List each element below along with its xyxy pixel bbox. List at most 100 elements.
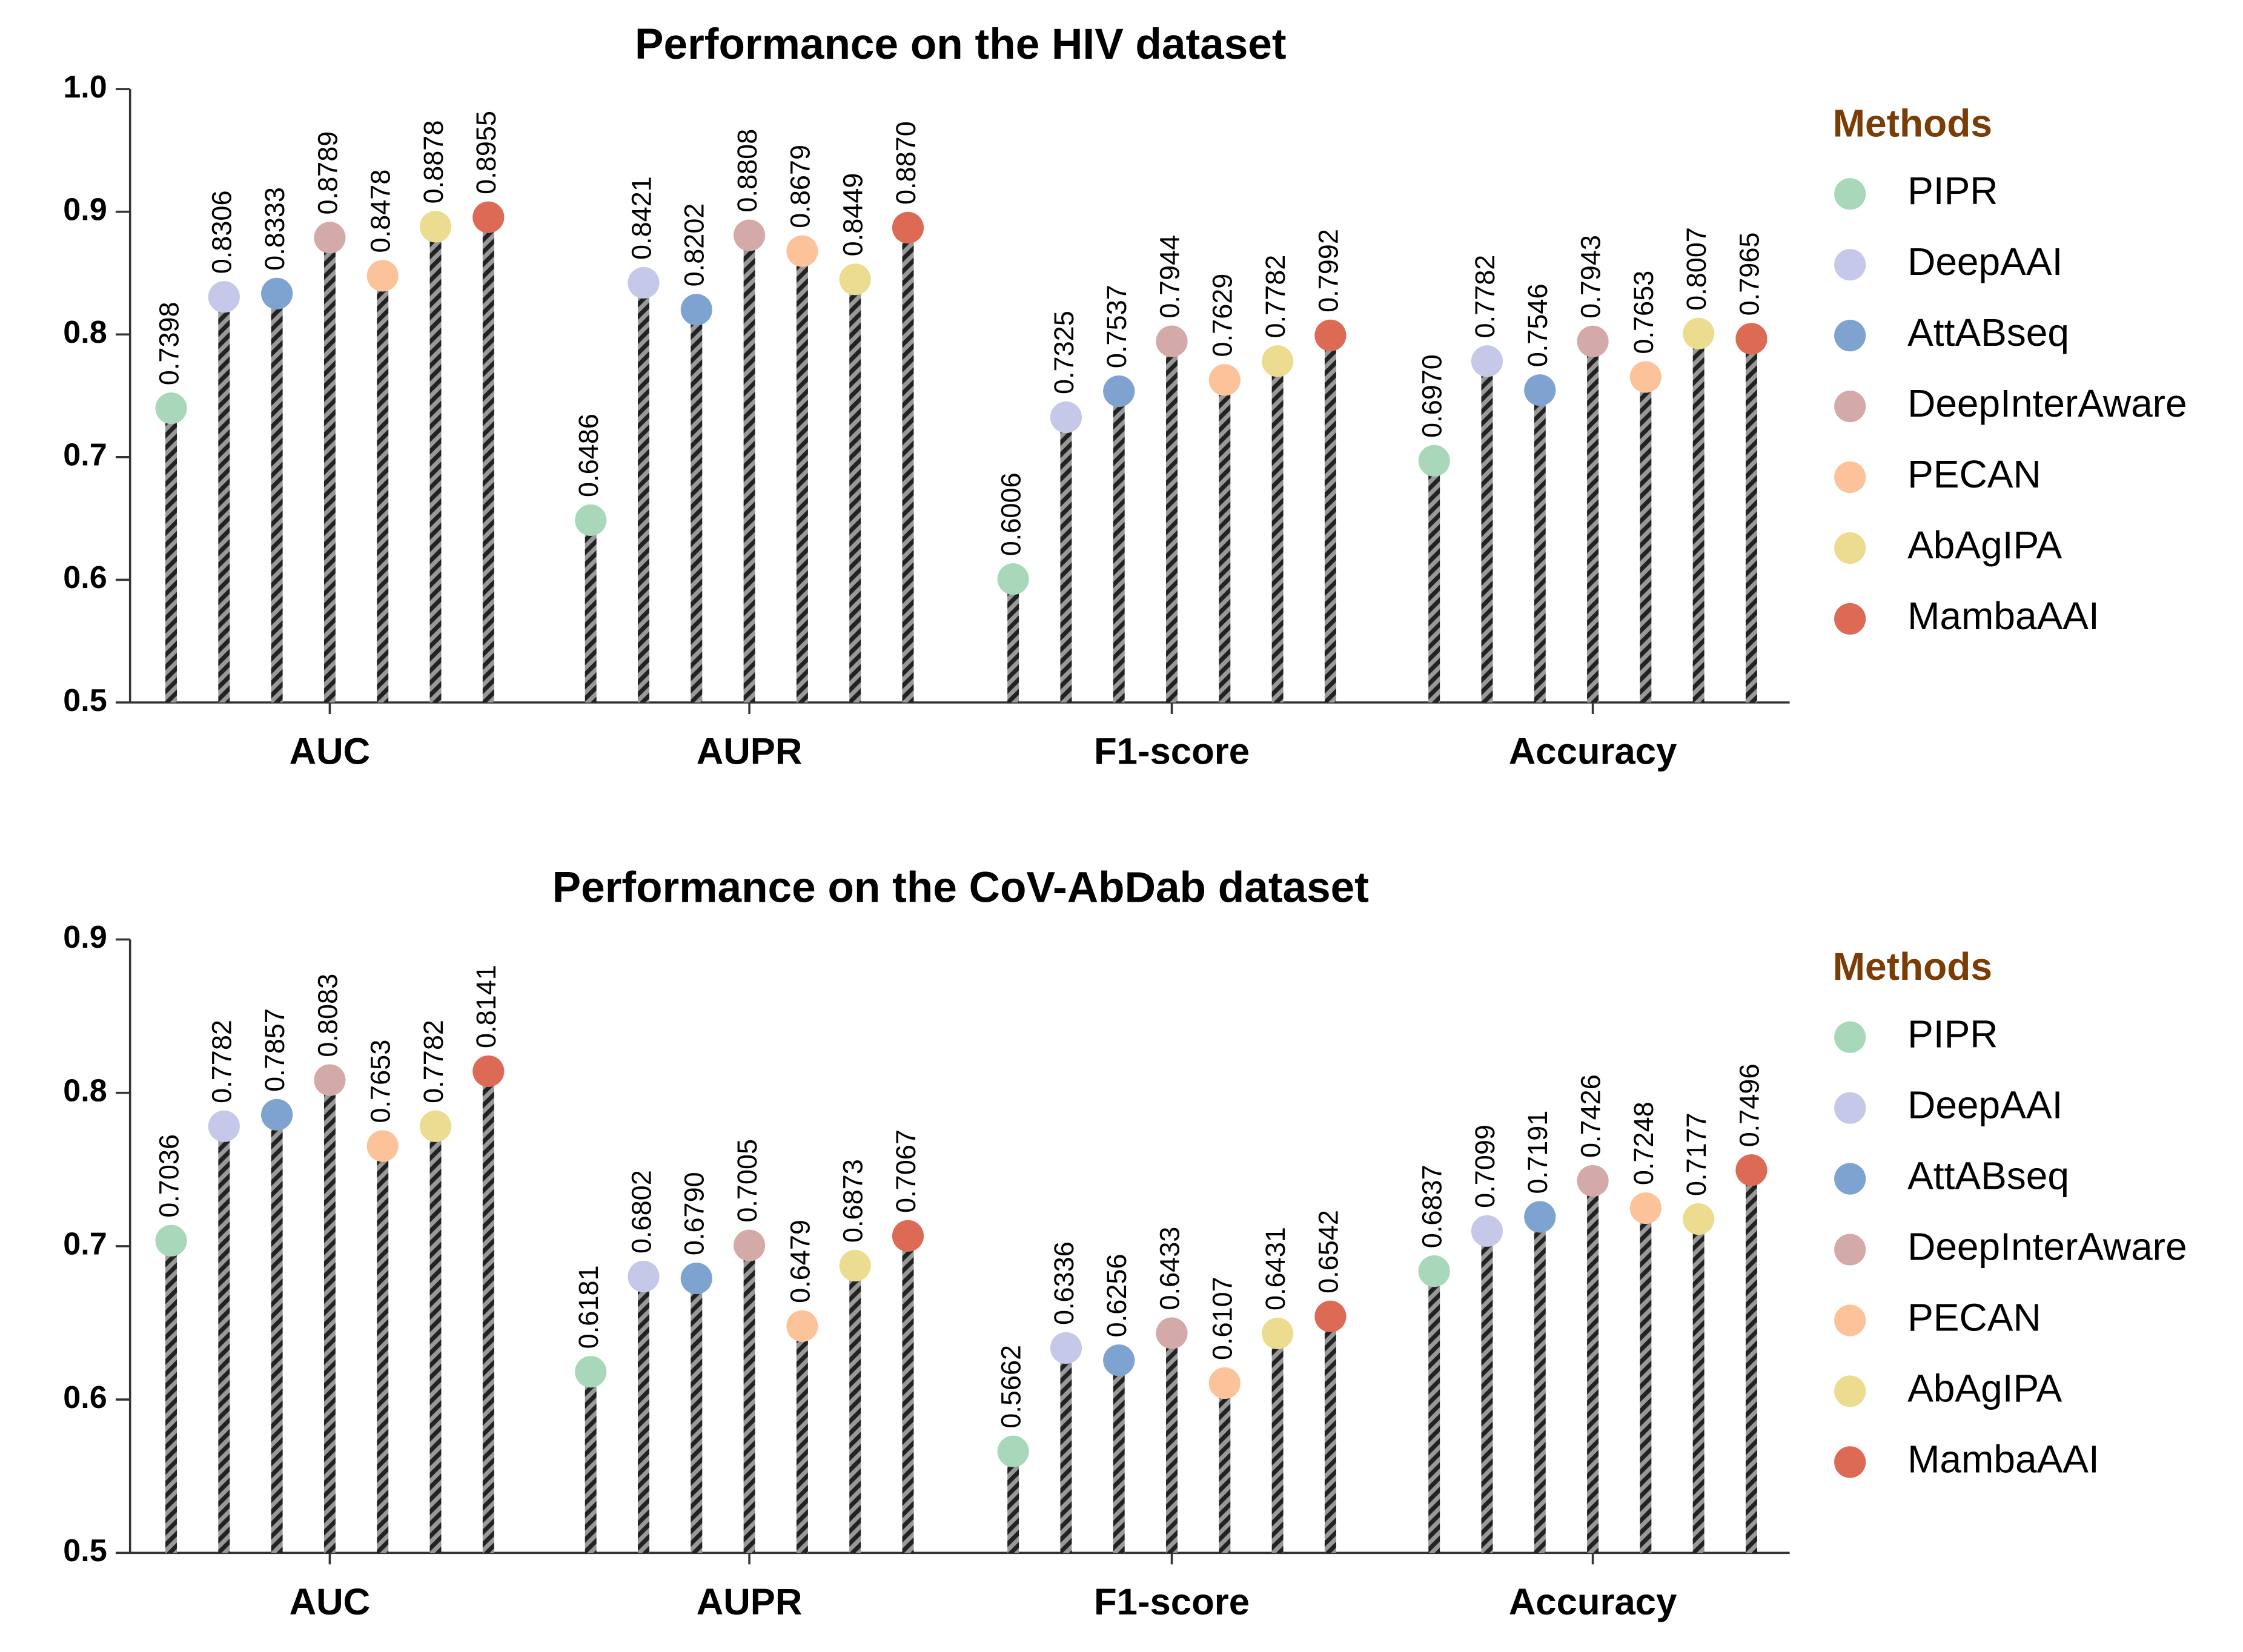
value-label: 0.7005 [732, 1139, 763, 1223]
stem [1271, 361, 1284, 702]
value-label: 0.7325 [1049, 311, 1079, 394]
dot [839, 1249, 871, 1282]
stem [1692, 1219, 1705, 1553]
stem [218, 1126, 230, 1553]
stem [796, 1326, 808, 1553]
stem [482, 1071, 494, 1553]
legend-marker [1834, 1234, 1866, 1266]
legend-label: PIPR [1907, 1013, 1998, 1056]
stem [1745, 339, 1757, 702]
dot [1683, 317, 1715, 349]
value-label: 0.6256 [1101, 1254, 1132, 1337]
value-label: 0.8007 [1681, 227, 1712, 311]
stem [1428, 1271, 1440, 1553]
dot [1418, 444, 1450, 477]
value-label: 0.7177 [1681, 1112, 1712, 1196]
value-label: 0.6970 [1417, 354, 1448, 438]
dot [1314, 319, 1347, 351]
legend-marker [1834, 390, 1866, 423]
stem [1219, 1383, 1231, 1553]
value-label: 0.7782 [1260, 255, 1291, 339]
dot [472, 201, 505, 233]
legend-marker [1834, 249, 1866, 281]
x-tick-label: F1-score [1094, 1581, 1250, 1623]
value-label: 0.7943 [1575, 235, 1606, 319]
stem [691, 1278, 703, 1553]
dot [1735, 1154, 1768, 1186]
legend-marker [1834, 1092, 1866, 1124]
stem [1060, 417, 1072, 702]
y-tick-label: 0.5 [63, 1533, 107, 1568]
value-label: 0.8449 [838, 173, 869, 256]
dot [1262, 345, 1294, 377]
x-tick-label: AUC [290, 731, 371, 773]
dot [155, 1224, 187, 1257]
stem [1587, 341, 1599, 702]
stem [1640, 1208, 1652, 1553]
legend-marker [1834, 461, 1866, 494]
dot [366, 260, 399, 292]
dot [208, 1110, 240, 1142]
dot [1471, 345, 1503, 377]
dot [1103, 1344, 1135, 1376]
stem [902, 227, 914, 702]
stem [1745, 1170, 1757, 1553]
legend-label: PECAN [1907, 452, 2041, 496]
value-label: 0.7546 [1522, 283, 1553, 367]
value-label: 0.8202 [679, 203, 710, 287]
value-label: 0.7782 [418, 1020, 449, 1103]
dot [1524, 1201, 1556, 1233]
dot [1577, 1165, 1609, 1197]
dot [680, 294, 712, 326]
y-tick-label: 0.9 [63, 192, 107, 227]
stem [638, 282, 650, 702]
legend-label: MambaAAI [1907, 1437, 2099, 1481]
value-label: 0.6837 [1417, 1165, 1448, 1248]
stem [429, 226, 442, 702]
stem [1113, 391, 1125, 702]
stem [1007, 1451, 1019, 1553]
legend-marker [1834, 603, 1866, 635]
value-label: 0.5662 [996, 1345, 1027, 1429]
stem [271, 293, 283, 702]
stem [482, 217, 494, 702]
stem [1534, 1217, 1546, 1553]
x-tick-label: F1-score [1094, 731, 1250, 773]
dot [734, 1229, 766, 1261]
dot [472, 1055, 505, 1088]
stem [165, 408, 177, 702]
legend-label: PIPR [1907, 169, 1998, 213]
value-label: 0.6107 [1207, 1277, 1238, 1360]
stem [743, 235, 755, 702]
value-label: 0.8306 [207, 190, 237, 274]
value-label: 0.8679 [784, 145, 815, 228]
dot [1683, 1203, 1715, 1235]
legend-marker [1834, 1163, 1866, 1195]
stem [1324, 1316, 1336, 1553]
legend-label: DeepInterAware [1907, 382, 2187, 425]
dot [575, 504, 607, 537]
value-label: 0.7398 [153, 302, 184, 385]
stem [271, 1114, 283, 1553]
dot [314, 1064, 346, 1096]
stem [743, 1245, 755, 1553]
value-label: 0.6542 [1313, 1210, 1343, 1294]
dot [839, 263, 871, 296]
stem [218, 297, 230, 702]
x-tick-label: AUPR [697, 731, 803, 773]
value-label: 0.7496 [1734, 1063, 1764, 1147]
value-label: 0.6479 [784, 1220, 815, 1303]
stem [1166, 1333, 1178, 1553]
stem [1692, 333, 1705, 702]
dot [261, 277, 293, 309]
stem [1481, 361, 1493, 702]
value-label: 0.7067 [890, 1129, 921, 1213]
dot [786, 1310, 818, 1342]
dot [155, 392, 187, 425]
legend-title: Methods [1833, 945, 1992, 988]
stem [1428, 460, 1440, 702]
value-label: 0.8333 [259, 187, 290, 271]
value-label: 0.8808 [732, 129, 763, 213]
value-label: 0.6006 [996, 472, 1027, 556]
value-label: 0.6431 [1260, 1227, 1291, 1310]
